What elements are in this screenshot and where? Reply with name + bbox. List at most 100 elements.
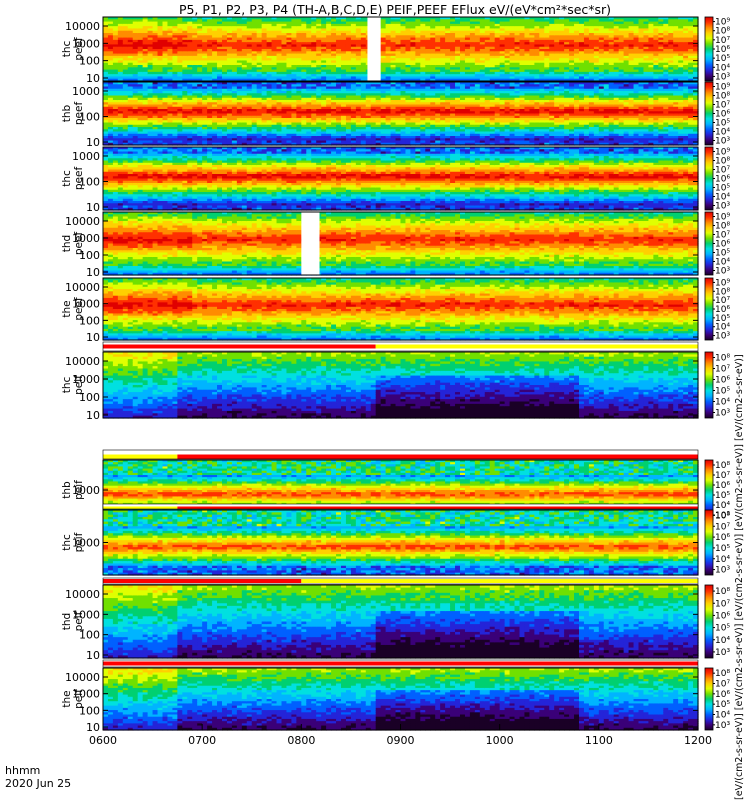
colorbar-tick-label: 10⁴ — [715, 501, 730, 511]
y-tick-label: 1000 — [72, 298, 100, 311]
panel-the-peef: 10 100 1000 10000 thepeef 10³10⁴10⁵10⁶10⁷10⁸1… — [61, 277, 730, 344]
data-gap — [301, 212, 320, 275]
y-tick-label: 10 — [86, 409, 100, 422]
panel-label: thepeif — [61, 689, 85, 709]
panel-label: thepeef — [61, 297, 85, 321]
colorbar-tick-label: 10³ — [715, 409, 730, 419]
spectrogram-cells — [103, 17, 699, 82]
spectrogram-cells — [103, 510, 699, 576]
y-tick-label: 1000 — [72, 85, 100, 98]
colorbar-tick-label: 10⁸ — [715, 222, 730, 232]
colorbar-tick-label: 10⁵ — [715, 544, 730, 554]
x-tick-label: 0700 — [188, 734, 216, 747]
colorbar-tick-label: 10³ — [715, 202, 730, 212]
colorbar-tick-label: 10⁶ — [715, 240, 730, 250]
colorbar-tick-label: 10⁵ — [715, 624, 730, 634]
y-tick-label: 1000 — [72, 608, 100, 621]
colorbar-tick-label: 10⁴ — [715, 711, 730, 721]
colorbar-tick-label: 10³ — [715, 267, 730, 277]
colorbar-tick-label: 10⁸ — [715, 287, 730, 297]
x-axis: 0600 0700 0800 0900 1000 1100 1200 — [89, 724, 712, 747]
y-tick-label: 1000 — [72, 150, 100, 163]
y-tick-label: 10 — [86, 72, 100, 85]
colorbar-tick-label: 10⁹ — [715, 18, 730, 28]
colorbar-tick-label: 10⁷ — [715, 36, 730, 46]
panel-thd-peef: 10 100 1000 10000 thdpeef 10³10⁴10⁵10⁶10⁷10⁸1… — [61, 211, 730, 279]
colorbar-tick-label: 10⁶ — [715, 305, 730, 315]
colorbar-tick-label: 10⁴ — [715, 128, 730, 138]
panel-label: thbpeif — [61, 480, 85, 500]
colorbar-tick-label: 10⁵ — [715, 387, 730, 397]
colorbar-tick-label: 10⁷ — [715, 101, 730, 111]
colorbar-tick-label: 10⁵ — [715, 54, 730, 64]
y-tick-label: 100 — [79, 176, 100, 189]
spectrogram-cells — [103, 147, 699, 211]
panel-frame — [102, 146, 699, 211]
y-tick-label: 10000 — [65, 20, 100, 33]
y-tick-label: 10000 — [65, 671, 100, 684]
y-tick-label: 10000 — [65, 215, 100, 228]
panel-frame — [102, 277, 699, 341]
y-tick-label: 100 — [79, 249, 100, 262]
x-tick-label: 0800 — [287, 734, 315, 747]
spectrogram-panels: 10100100010000thcpeef10³10⁴10⁵10⁶10⁷10⁸1… — [61, 16, 730, 734]
y-tick-label: 1000 — [72, 484, 100, 497]
y-tick-label: 10000 — [65, 355, 100, 368]
panel-label: thdpeef — [61, 232, 85, 256]
x-tick-label: 1000 — [486, 734, 514, 747]
y-tick-label: 10 — [86, 266, 100, 279]
colorbar-tick-label: 10⁹ — [715, 213, 730, 223]
colorbar-tick-label: 10⁴ — [715, 398, 730, 408]
x-tick-label: 1200 — [684, 734, 712, 747]
colorbar-tick-label: 10⁷ — [715, 296, 730, 306]
y-tick-label: 100 — [79, 55, 100, 68]
spectrogram-cells — [103, 278, 699, 341]
colorbar-tick-label: 10⁶ — [715, 175, 730, 185]
panel-frame — [102, 16, 699, 82]
colorbar-tick-label: 10⁹ — [715, 83, 730, 93]
y-tick-label: 100 — [79, 314, 100, 327]
colorbar-tick-label: 10⁷ — [715, 599, 730, 609]
y-tick-label: 10 — [86, 201, 100, 214]
spectrogram-cells — [103, 82, 699, 146]
spectrogram-cells — [103, 668, 699, 731]
colorbar-tick-label: 10⁸ — [715, 92, 730, 102]
colorbar-tick-label: 10⁷ — [715, 365, 730, 375]
panel-frame — [102, 584, 699, 659]
colorbar-tick-label: 10⁶ — [715, 45, 730, 55]
colorbar-tick-label: 10⁴ — [715, 258, 730, 268]
spectrogram-cells — [103, 212, 699, 276]
panel-frame — [102, 211, 699, 276]
colorbar-tick-label: 10³ — [715, 137, 730, 147]
y-tick-label: 10 — [86, 331, 100, 344]
colorbar-tick-label: 10⁷ — [715, 680, 730, 690]
colorbar-tick-label: 10⁶ — [715, 110, 730, 120]
colorbar-tick-label: 10⁷ — [715, 522, 730, 532]
colorbar-tick-label: 10⁴ — [715, 555, 730, 565]
x-tick-label: 0900 — [387, 734, 415, 747]
data-gap — [367, 17, 381, 81]
colorbar-tick-label: 10⁵ — [715, 184, 730, 194]
colorbar-tick-label: 10⁵ — [715, 249, 730, 259]
colorbar-tick-label: 10⁸ — [715, 587, 730, 597]
y-tick-label: 1000 — [72, 537, 100, 550]
chart-title: P5, P1, P2, P3, P4 (TH-A,B,C,D,E) PEIF,P… — [179, 2, 611, 17]
panel-thc-peef: 10 100 1000 10000 thcpeef 10³10⁴10⁵10⁶10⁷10⁸1… — [61, 16, 730, 85]
colorbar-tick-label: 10³ — [715, 566, 730, 576]
y-tick-label: 1000 — [72, 688, 100, 701]
colorbar-tick-label: 10⁷ — [715, 471, 730, 481]
y-tick-label: 1000 — [72, 37, 100, 50]
